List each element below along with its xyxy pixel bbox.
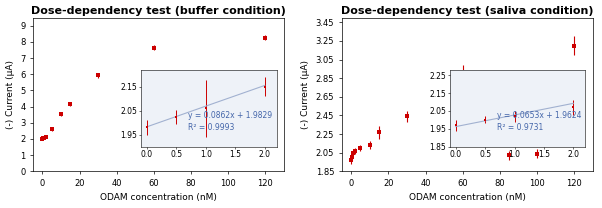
X-axis label: ODAM concentration (nM): ODAM concentration (nM) (409, 193, 526, 202)
Title: Dose-dependency test (buffer condition): Dose-dependency test (buffer condition) (31, 6, 286, 16)
Title: Dose-dependency test (saliva condition): Dose-dependency test (saliva condition) (341, 6, 594, 16)
Y-axis label: (-) Current (μA): (-) Current (μA) (301, 60, 310, 129)
Y-axis label: (-) Current (μA): (-) Current (μA) (5, 60, 14, 129)
X-axis label: ODAM concentration (nM): ODAM concentration (nM) (100, 193, 217, 202)
